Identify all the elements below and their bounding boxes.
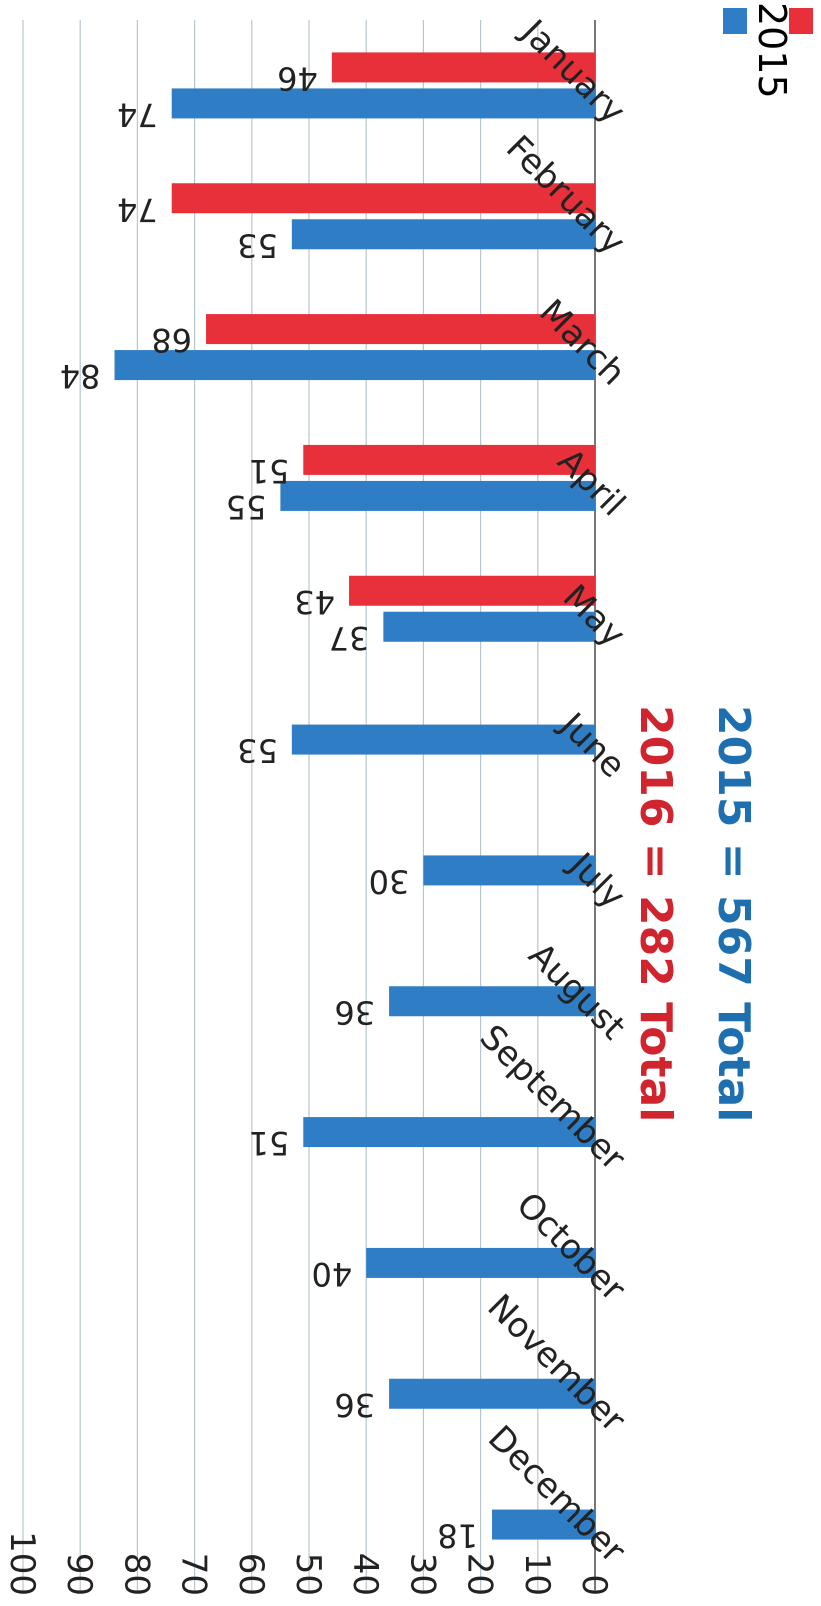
bar-2016-march bbox=[206, 314, 595, 345]
value-label: 40 bbox=[311, 1255, 352, 1293]
bar-2015-january bbox=[171, 88, 595, 119]
legend: 2015 2016 bbox=[723, 2, 821, 99]
bar-2016-april bbox=[303, 444, 595, 475]
bar-2015-july bbox=[423, 855, 595, 886]
bar-2015-november bbox=[389, 1378, 595, 1409]
bar-2015-june bbox=[291, 724, 595, 755]
y-tick-label: 20 bbox=[460, 1553, 500, 1596]
y-tick-label: 40 bbox=[345, 1553, 385, 1596]
x-tick-label-october: October bbox=[508, 1185, 633, 1310]
legend-swatch-2015 bbox=[723, 8, 747, 34]
legend-label-2016: 2016 bbox=[816, 2, 821, 99]
bar-2015-october bbox=[366, 1247, 595, 1278]
legend-swatch-2016 bbox=[789, 8, 813, 34]
y-tick-label: 10 bbox=[517, 1553, 557, 1596]
bar-2015-march bbox=[114, 350, 595, 381]
bar-2016-january bbox=[331, 52, 595, 83]
bar-2015-september bbox=[303, 1117, 595, 1148]
value-label: 74 bbox=[117, 190, 158, 228]
y-tick-label: 60 bbox=[231, 1553, 271, 1596]
value-label: 53 bbox=[237, 732, 278, 770]
bar-2016-may bbox=[349, 575, 595, 606]
total-2015-annotation: 2015 = 567 Total bbox=[708, 705, 759, 1122]
value-label: 46 bbox=[277, 59, 318, 97]
bar-2015-august bbox=[389, 986, 595, 1017]
value-label: 74 bbox=[117, 95, 158, 133]
bar-2015-december bbox=[492, 1509, 595, 1540]
value-label: 51 bbox=[249, 1124, 290, 1162]
bar-2015-may bbox=[383, 611, 595, 642]
value-label: 36 bbox=[334, 993, 375, 1031]
x-tick-label-december: December bbox=[480, 1418, 633, 1571]
y-tick-label: 50 bbox=[288, 1553, 328, 1596]
value-label: 53 bbox=[237, 226, 278, 264]
y-tick-label: 100 bbox=[2, 1531, 42, 1596]
value-label: 51 bbox=[249, 452, 290, 490]
value-label: 68 bbox=[151, 321, 192, 359]
value-label: 84 bbox=[60, 357, 101, 395]
value-label: 18 bbox=[437, 1517, 478, 1555]
x-tick-label-november: November bbox=[480, 1287, 633, 1440]
y-tick-label: 80 bbox=[116, 1553, 156, 1596]
bar-2015-february bbox=[291, 219, 595, 250]
total-2016-annotation: 2016 = 282 Total bbox=[630, 705, 681, 1122]
y-tick-label: 30 bbox=[402, 1553, 442, 1596]
y-tick-label: 0 bbox=[574, 1574, 614, 1596]
value-label: 30 bbox=[369, 862, 410, 900]
value-label: 36 bbox=[334, 1386, 375, 1424]
value-label: 55 bbox=[226, 488, 267, 526]
x-tick-label-july: July bbox=[560, 844, 633, 917]
y-tick-label: 90 bbox=[59, 1553, 99, 1596]
y-axis-labels: 0 10 20 30 40 50 60 70 80 90 100 bbox=[2, 1531, 614, 1596]
legend-label-2015: 2015 bbox=[750, 2, 794, 99]
annotations: 2015 = 567 Total 2016 = 282 Total bbox=[630, 705, 759, 1122]
value-label: 43 bbox=[294, 583, 335, 621]
bar-2015-april bbox=[280, 480, 595, 511]
y-tick-label: 70 bbox=[174, 1553, 214, 1596]
value-label: 37 bbox=[329, 619, 370, 657]
gridlines bbox=[22, 20, 596, 1590]
bars bbox=[114, 52, 595, 1540]
bar-2016-february bbox=[171, 183, 595, 214]
